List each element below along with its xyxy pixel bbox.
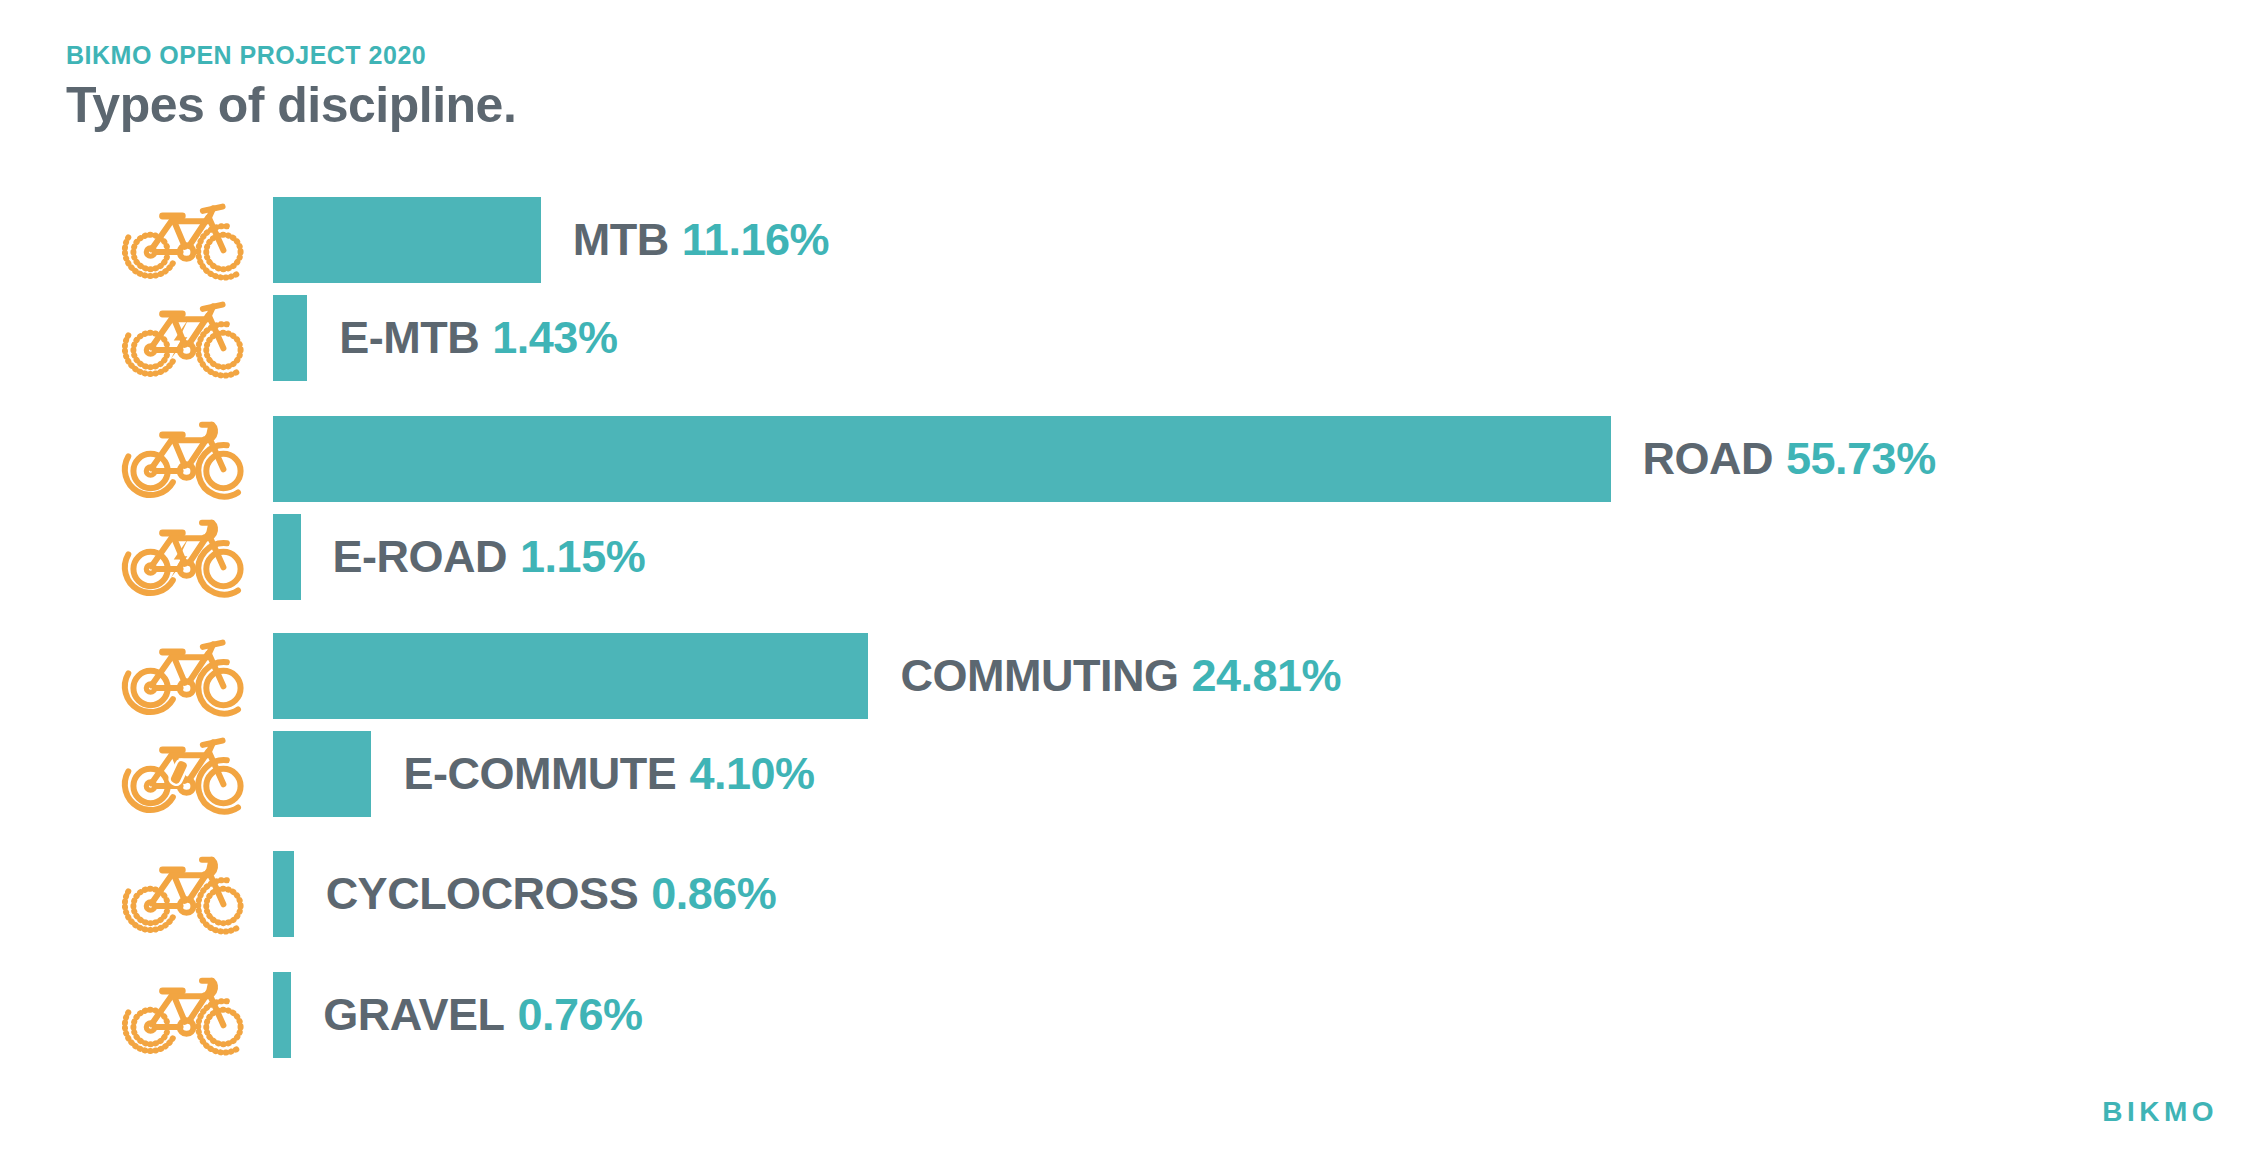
category-label: E-ROAD — [333, 531, 508, 582]
gravel-bike-icon — [112, 972, 262, 1058]
mtb-bike-icon — [112, 197, 262, 283]
category-label: MTB — [573, 214, 669, 265]
bar-e-mtb — [273, 295, 307, 381]
value-label: 1.43% — [492, 312, 617, 363]
road-bike-icon — [112, 416, 262, 502]
chart-row-e-road: E-ROAD1.15% — [112, 514, 1936, 600]
e-mtb-bike-icon — [112, 295, 262, 381]
category-label: CYCLOCROSS — [326, 868, 639, 919]
commuting-bike-icon — [112, 633, 262, 719]
bar-chart: MTB 11.16% E-MTB 1.43% ROAD55.73% E-ROAD1.15%… — [112, 197, 1936, 1058]
bar-e-road — [273, 514, 301, 600]
category-label: COMMUTING — [900, 650, 1178, 701]
bar-label: CYCLOCROSS0.86% — [326, 868, 777, 920]
category-label: E-MTB — [339, 312, 479, 363]
value-label: 4.10% — [689, 748, 814, 799]
bar-label: E-ROAD1.15% — [333, 531, 646, 583]
value-label: 11.16% — [682, 214, 829, 265]
bar-road — [273, 416, 1611, 502]
bar-label: COMMUTING 24.81% — [900, 650, 1341, 702]
kicker-text: BIKMO OPEN PROJECT 2020 — [66, 40, 516, 70]
e-road-bike-icon — [112, 514, 262, 600]
bar-cyclocross — [273, 851, 294, 937]
bar-label: MTB 11.16% — [573, 214, 829, 266]
chart-row-e-mtb: E-MTB 1.43% — [112, 295, 1936, 381]
value-label: 0.76% — [517, 989, 642, 1040]
bar-mtb — [273, 197, 541, 283]
category-label: E-COMMUTE — [403, 748, 676, 799]
e-commute-bike-icon — [112, 731, 262, 817]
value-label: 24.81% — [1191, 650, 1341, 701]
category-label: GRAVEL — [323, 989, 504, 1040]
bikmo-logo: BIKMO — [2102, 1096, 2218, 1128]
bar-label: GRAVEL 0.76% — [323, 989, 642, 1041]
bar-label: E-COMMUTE 4.10% — [403, 748, 814, 800]
chart-row-commuting: COMMUTING 24.81% — [112, 633, 1936, 719]
value-label: 0.86% — [651, 868, 776, 919]
chart-row-road: ROAD55.73% — [112, 416, 1936, 502]
bar-label: E-MTB 1.43% — [339, 312, 617, 364]
bar-e-commute — [273, 731, 371, 817]
bar-label: ROAD55.73% — [1643, 433, 1936, 485]
chart-row-e-commute: E-COMMUTE 4.10% — [112, 731, 1936, 817]
chart-row-cyclocross: CYCLOCROSS0.86% — [112, 851, 1936, 937]
chart-row-gravel: GRAVEL 0.76% — [112, 972, 1936, 1058]
bar-commuting — [273, 633, 868, 719]
value-label: 1.15% — [520, 531, 645, 582]
category-label: ROAD — [1643, 433, 1774, 484]
cyclocross-bike-icon — [112, 851, 262, 937]
page-title: Types of discipline. — [66, 76, 516, 134]
value-label: 55.73% — [1786, 433, 1936, 484]
chart-header: BIKMO OPEN PROJECT 2020 Types of discipl… — [66, 40, 516, 134]
bar-gravel — [273, 972, 291, 1058]
chart-row-mtb: MTB 11.16% — [112, 197, 1936, 283]
infographic-page: BIKMO OPEN PROJECT 2020 Types of discipl… — [0, 0, 2254, 1156]
